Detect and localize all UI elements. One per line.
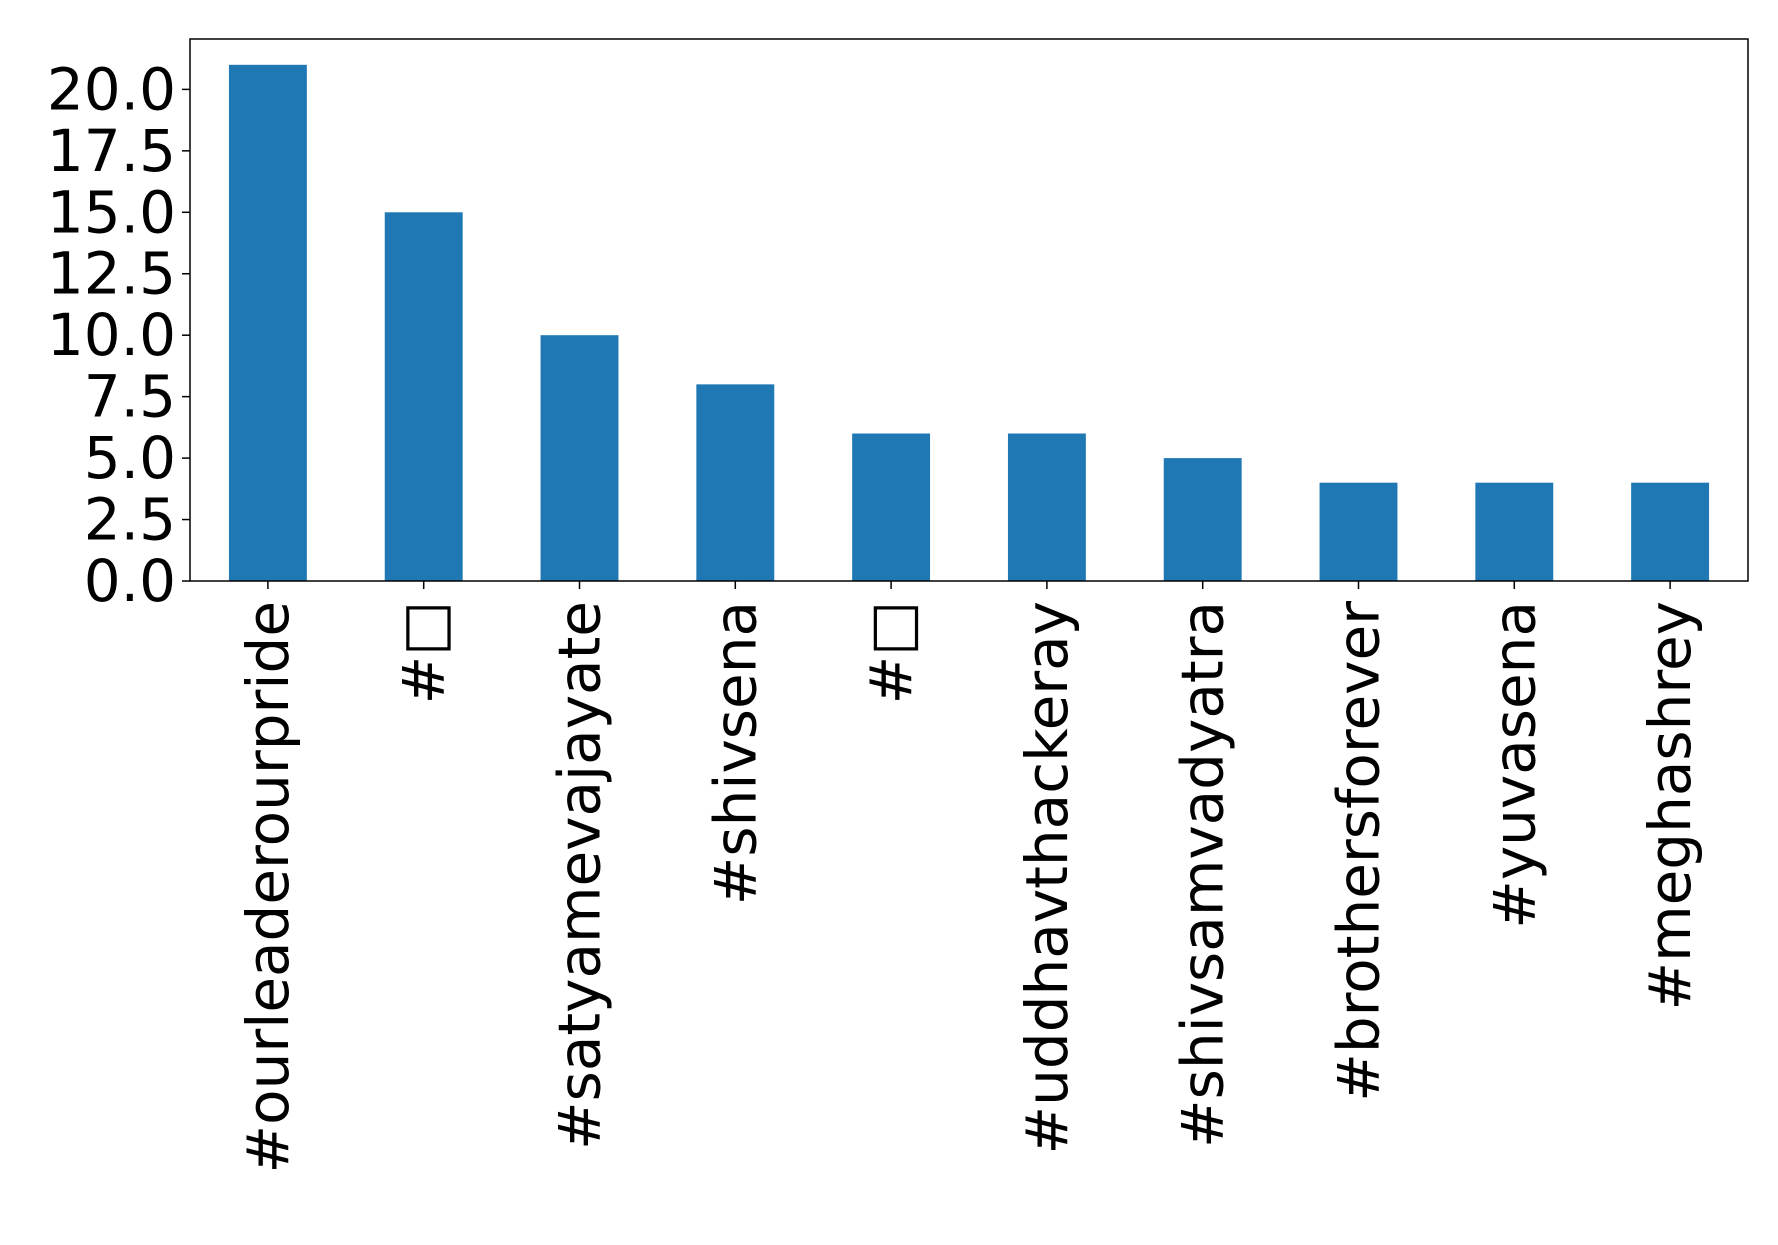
bar-2 [540, 335, 619, 581]
x-tick-label: #□ [857, 601, 925, 704]
x-tick-label: #shivsena [701, 601, 769, 905]
x-tick-label: #meghashrey [1636, 601, 1704, 1010]
x-tick-label: #brothersforever [1325, 601, 1393, 1102]
bar-9 [1631, 482, 1710, 581]
y-tick-label: 10.0 [47, 301, 176, 369]
y-tick-label: 2.5 [84, 486, 176, 554]
bar-3 [696, 384, 775, 581]
y-axis: 0.02.55.07.510.012.515.017.520.0 [47, 55, 190, 615]
x-axis: #ourleaderourpride #□ #satyamevajayate #shi… [234, 581, 1704, 1173]
y-tick-label: 20.0 [47, 55, 176, 123]
y-tick-label: 7.5 [84, 363, 176, 431]
y-tick-label: 5.0 [84, 424, 176, 492]
bars-group [228, 64, 1710, 582]
bar-1 [384, 212, 463, 581]
x-tick-label: #ourleaderourpride [234, 601, 302, 1173]
bar-5 [1007, 433, 1086, 581]
y-tick-label: 15.0 [47, 178, 176, 246]
x-tick-label: #□ [390, 601, 458, 704]
bar-7 [1319, 482, 1398, 581]
y-tick-label: 17.5 [47, 117, 176, 185]
y-tick-label: 0.0 [84, 547, 176, 615]
bar-4 [852, 433, 931, 581]
x-tick-label: #uddhavthackeray [1013, 601, 1081, 1154]
x-tick-label: #satyamevajayate [546, 601, 614, 1150]
x-tick-label: #yuvasena [1480, 601, 1548, 929]
bar-8 [1475, 482, 1554, 581]
x-tick-label: #shivsamvadyatra [1169, 601, 1237, 1148]
bar-6 [1163, 458, 1242, 581]
plot-frame [189, 38, 1749, 582]
y-tick-label: 12.5 [47, 240, 176, 308]
bar-0 [228, 64, 307, 582]
